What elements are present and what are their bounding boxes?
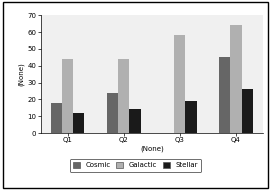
Bar	[62, 59, 73, 133]
Bar	[185, 101, 197, 133]
X-axis label: (None): (None)	[140, 146, 164, 152]
Bar	[73, 113, 85, 133]
Bar	[118, 59, 129, 133]
Bar	[51, 103, 62, 133]
Bar	[230, 25, 241, 133]
Bar	[241, 89, 253, 133]
Bar	[219, 57, 230, 133]
Legend: Cosmic, Galactic, Stellar: Cosmic, Galactic, Stellar	[70, 159, 201, 172]
Y-axis label: (None): (None)	[18, 62, 25, 86]
Bar	[129, 109, 141, 133]
Bar	[174, 35, 185, 133]
Bar	[107, 93, 118, 133]
